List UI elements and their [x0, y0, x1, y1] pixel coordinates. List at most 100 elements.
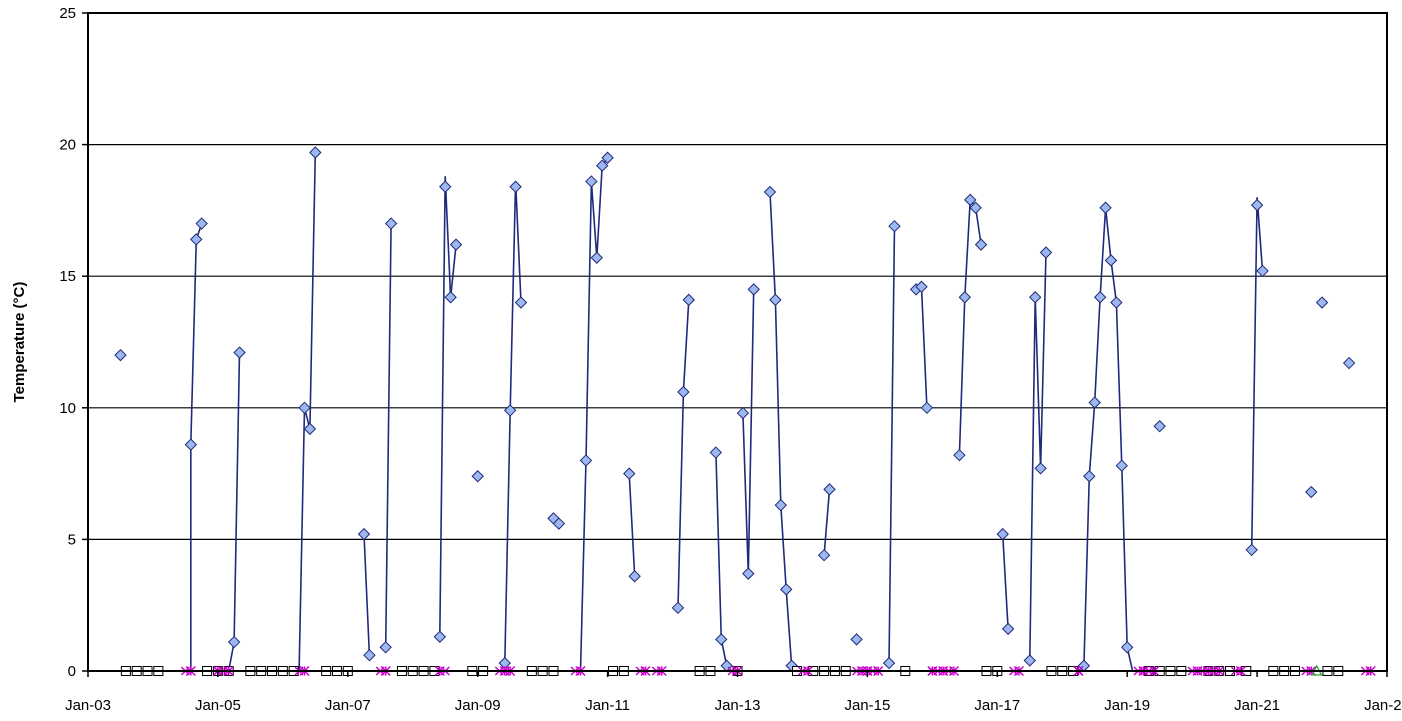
- diamond-marker: [969, 201, 982, 214]
- diamond-marker: [1315, 296, 1329, 309]
- diamond-marker: [1104, 254, 1118, 267]
- series-line: [227, 352, 241, 672]
- diamond-marker: [298, 401, 311, 415]
- diamond-marker: [742, 567, 755, 580]
- diamond-marker: [774, 498, 788, 512]
- series-line: [363, 534, 371, 656]
- diamond-marker: [509, 180, 522, 193]
- x-tick-labels: Jan-03 Jan-05 Jan-07 Jan-09 Jan-11 Jan-13 Jan-…: [65, 697, 1402, 714]
- diamond-marker: [514, 296, 528, 309]
- y-tick-label: 20: [59, 137, 76, 154]
- series-line: [1083, 207, 1134, 672]
- series-line: [888, 226, 896, 664]
- y-tick-label: 15: [59, 268, 76, 285]
- series-line: [823, 489, 831, 556]
- y-tick-label: 25: [59, 5, 76, 22]
- series-line: [915, 285, 928, 408]
- diamond-marker: [309, 146, 322, 159]
- diamond-marker: [471, 470, 484, 483]
- diamond-marker: [1256, 264, 1269, 278]
- y-tick-labels: 0 5 10 15 20 25: [59, 5, 76, 680]
- series-line: [769, 191, 793, 666]
- diamond-marker: [1110, 296, 1123, 309]
- diamond-marker: [579, 454, 593, 467]
- series-line: [677, 299, 690, 608]
- x-tick-label: Jan-07: [325, 697, 371, 714]
- diamond-marker: [590, 251, 603, 264]
- diamond-marker: [682, 293, 695, 307]
- series-line: [1029, 252, 1047, 661]
- series-lines: [190, 152, 1264, 672]
- diamond-marker: [1250, 198, 1264, 212]
- diamond-marker: [1245, 543, 1258, 557]
- diamond-marker: [444, 291, 457, 304]
- diamond-marker: [780, 583, 793, 596]
- diamond-marker: [227, 635, 241, 649]
- diamond-marker: [1028, 291, 1042, 304]
- y-tick-label: 0: [68, 663, 76, 680]
- y-axis-title: Temperature (°C): [11, 282, 28, 403]
- x-tick-label: Jan-17: [974, 697, 1020, 714]
- diamond-marker: [915, 280, 928, 293]
- diamond-marker: [585, 175, 598, 188]
- diamond-marker: [1115, 459, 1128, 472]
- diamond-marker: [769, 293, 782, 307]
- x-tick-label: Jan-21: [1234, 697, 1280, 714]
- diamond-marker: [996, 527, 1009, 541]
- series-line: [579, 157, 609, 672]
- x-tick-label: Jan-05: [195, 697, 241, 714]
- x-tick-label: Jan-15: [844, 697, 890, 714]
- diamond-marker: [747, 283, 760, 296]
- diamond-marker: [439, 180, 452, 193]
- diamond-marker: [1088, 396, 1101, 409]
- diamond-marker: [184, 438, 198, 451]
- diamond-marker: [715, 633, 728, 646]
- diamond-marker: [763, 185, 777, 199]
- series-line: [628, 473, 636, 577]
- y-tick-label: 5: [68, 531, 76, 548]
- diamond-marker: [974, 238, 988, 251]
- diamond-marker: [823, 483, 836, 496]
- diamond-marker: [1023, 654, 1036, 667]
- diamond-marker: [1342, 356, 1356, 370]
- diamond-marker: [953, 448, 966, 462]
- diamond-marker: [303, 422, 317, 436]
- diamond-marker: [1001, 622, 1015, 636]
- series-line: [958, 197, 982, 456]
- x-tick-label: Jan-11: [585, 697, 630, 714]
- diamond-marker: [1120, 641, 1134, 654]
- diamond-marker: [1099, 201, 1112, 214]
- diamond-marker: [1093, 291, 1107, 304]
- diamond-marker: [920, 401, 934, 415]
- diamond-marker: [1083, 470, 1096, 483]
- x-tick-label: Jan-09: [455, 697, 501, 714]
- diamond-marker: [503, 404, 517, 417]
- diamond-marker: [190, 233, 203, 246]
- diamond-marker: [882, 656, 896, 670]
- axis-ticks: [82, 12, 1388, 677]
- x-tick-label: Jan-13: [715, 697, 761, 714]
- diamond-marker: [195, 217, 208, 230]
- gridlines: [88, 144, 1387, 541]
- data-markers: [114, 146, 1376, 677]
- diamond-marker: [964, 193, 977, 207]
- diamond-marker: [850, 633, 863, 646]
- diamond-marker: [1153, 420, 1166, 433]
- diamond-marker: [709, 446, 723, 459]
- diamond-marker: [233, 346, 246, 359]
- diamond-marker: [114, 348, 127, 362]
- diamond-marker: [449, 238, 463, 251]
- series-line: [504, 181, 522, 664]
- diamond-marker: [379, 641, 392, 654]
- series-line: [742, 289, 755, 574]
- diamond-marker: [1039, 246, 1053, 259]
- x-tick-label: Jan-19: [1104, 697, 1150, 714]
- diamond-marker: [595, 159, 609, 172]
- diamond-marker: [736, 406, 750, 420]
- diamond-marker: [601, 151, 614, 164]
- series-line: [190, 223, 203, 671]
- diamond-marker: [888, 219, 901, 233]
- diamond-marker: [817, 548, 831, 562]
- series-line: [439, 176, 457, 637]
